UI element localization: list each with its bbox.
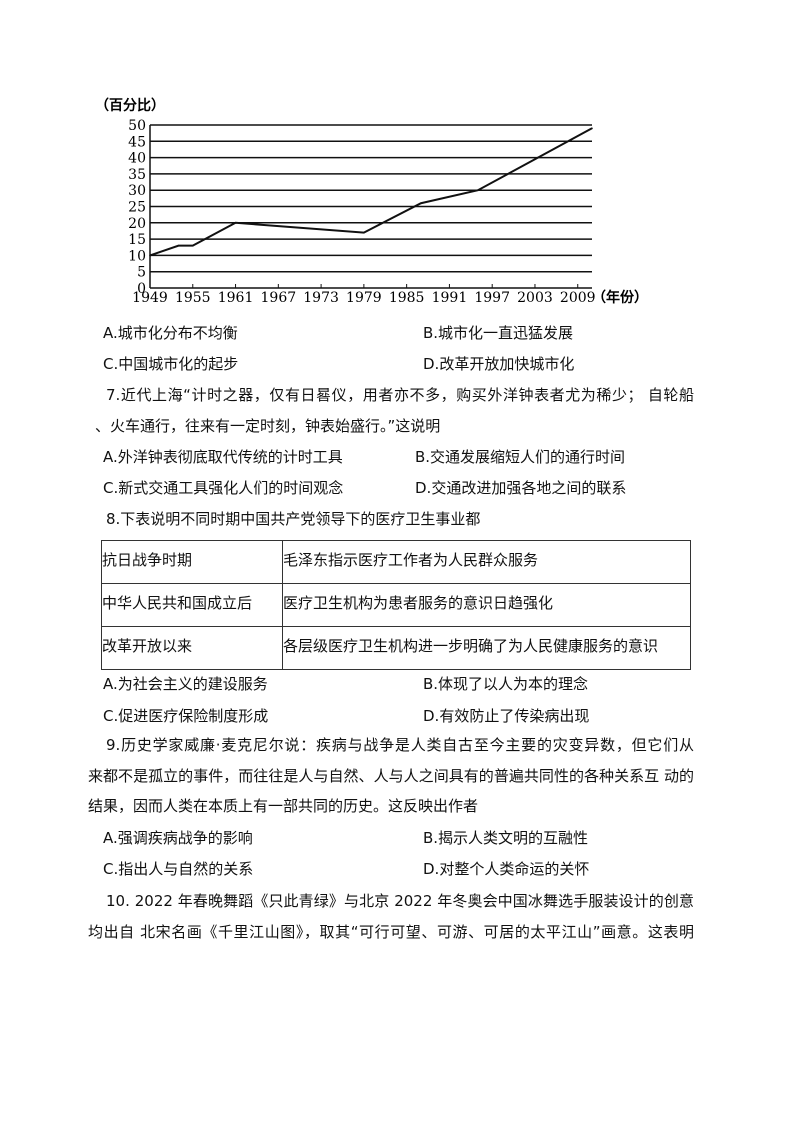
y-tick-label: 15	[128, 232, 146, 248]
x-tick-label: 1985	[389, 290, 425, 306]
y-tick-label: 50	[128, 118, 146, 134]
x-tick-label: 1973	[303, 290, 339, 306]
y-tick-label: 30	[128, 183, 146, 199]
q9-option-c[interactable]: C.指出人与自然的关系	[103, 860, 254, 878]
y-tick-label: 35	[128, 167, 146, 183]
q10-stem-line1: 10. 2022 年春晚舞蹈《只此青绿》与北京 2022 年冬奥会中国冰舞选手服…	[106, 892, 694, 910]
x-tick-label: 1991	[432, 290, 468, 306]
q6-option-a[interactable]: A.城市化分布不均衡	[103, 324, 238, 342]
y-tick-label: 25	[128, 200, 146, 216]
q8-stem: 8.下表说明不同时期中国共产党领导下的医疗卫生事业都	[106, 510, 481, 528]
x-tick-label: 2009	[560, 290, 596, 306]
q6-option-c[interactable]: C.中国城市化的起步	[103, 355, 239, 373]
y-axis-label: （百分比）	[95, 97, 165, 114]
description-cell: 毛泽东指示医疗工作者为人民群众服务	[282, 540, 691, 584]
q6-option-d[interactable]: D.改革开放加快城市化	[423, 355, 575, 373]
y-tick-label: 0	[137, 281, 146, 297]
series-line	[149, 127, 593, 257]
q7-stem-line2: 、火车通行，往来有一定时刻，钟表始盛行。”这说明	[95, 417, 441, 435]
x-tick-label: 1961	[218, 290, 254, 306]
y-tick-label: 20	[128, 216, 146, 232]
q7-option-a[interactable]: A.外洋钟表彻底取代传统的计时工具	[103, 448, 343, 466]
q9-option-d[interactable]: D.对整个人类命运的关怀	[423, 860, 590, 878]
x-tick-label: 1967	[261, 290, 297, 306]
q9-option-b[interactable]: B.揭示人类文明的互融性	[423, 829, 589, 847]
description-cell: 医疗卫生机构为患者服务的意识日趋强化	[282, 583, 691, 627]
q8-option-c[interactable]: C.促进医疗保险制度形成	[103, 707, 269, 725]
x-tick-label: 1955	[175, 290, 211, 306]
y-tick-label: 40	[128, 151, 146, 167]
x-axis-label: （年份）	[592, 289, 648, 306]
q9-stem-line3: 结果，因而人类在本质上有一部共同的历史。这反映出作者	[88, 797, 479, 815]
x-tick-label: 1997	[474, 290, 510, 306]
q8-table: 抗日战争时期 毛泽东指示医疗工作者为人民群众服务 中华人民共和国成立后 医疗卫生机构…	[101, 540, 691, 670]
y-tick-label: 45	[128, 134, 146, 150]
y-tick-label: 5	[137, 265, 146, 281]
period-cell: 抗日战争时期	[101, 540, 283, 584]
description-cell: 各层级医疗卫生机构进一步明确了为人民健康服务的意识	[282, 626, 691, 670]
q6-option-b[interactable]: B.城市化一直迅猛发展	[423, 324, 574, 342]
q8-option-b[interactable]: B.体现了以人为本的理念	[423, 675, 589, 693]
table-row: 中华人民共和国成立后 医疗卫生机构为患者服务的意识日趋强化	[101, 583, 691, 627]
q7-option-d[interactable]: D.交通改进加强各地之间的联系	[415, 479, 627, 497]
q9-stem-line2: 来都不是孤立的事件，而往往是人与自然、人与人之间具有的普遍共同性的各种关系互 动…	[88, 767, 694, 785]
q7-stem-line1: 7.近代上海“计时之器，仅有日晷仪，用者亦不多，购买外洋钟表者尤为稀少； 自轮船	[106, 386, 694, 404]
x-tick-label: 1979	[346, 290, 382, 306]
q9-stem-line1: 9.历史学家威廉·麦克尼尔说：疾病与战争是人类自古至今主要的灾变异数，但它们从	[106, 736, 694, 754]
table-row: 改革开放以来 各层级医疗卫生机构进一步明确了为人民健康服务的意识	[101, 626, 691, 670]
x-tick-label: 1949	[132, 290, 168, 306]
table-row: 抗日战争时期 毛泽东指示医疗工作者为人民群众服务	[101, 540, 691, 584]
q8-option-a[interactable]: A.为社会主义的建设服务	[103, 675, 268, 693]
y-tick-label: 10	[128, 248, 146, 264]
q8-option-d[interactable]: D.有效防止了传染病出现	[423, 707, 590, 725]
x-tick-label: 2003	[517, 290, 553, 306]
q7-option-c[interactable]: C.新式交通工具强化人们的时间观念	[103, 479, 344, 497]
period-cell: 改革开放以来	[101, 626, 283, 670]
q9-option-a[interactable]: A.强调疾病战争的影响	[103, 829, 253, 847]
period-cell: 中华人民共和国成立后	[101, 583, 283, 627]
q10-stem-line2: 均出自 北宋名画《千里江山图》，取其“可行可望、可游、可居的太平江山”画意。这表…	[88, 923, 694, 941]
q7-option-b[interactable]: B.交通发展缩短人们的通行时间	[415, 448, 626, 466]
